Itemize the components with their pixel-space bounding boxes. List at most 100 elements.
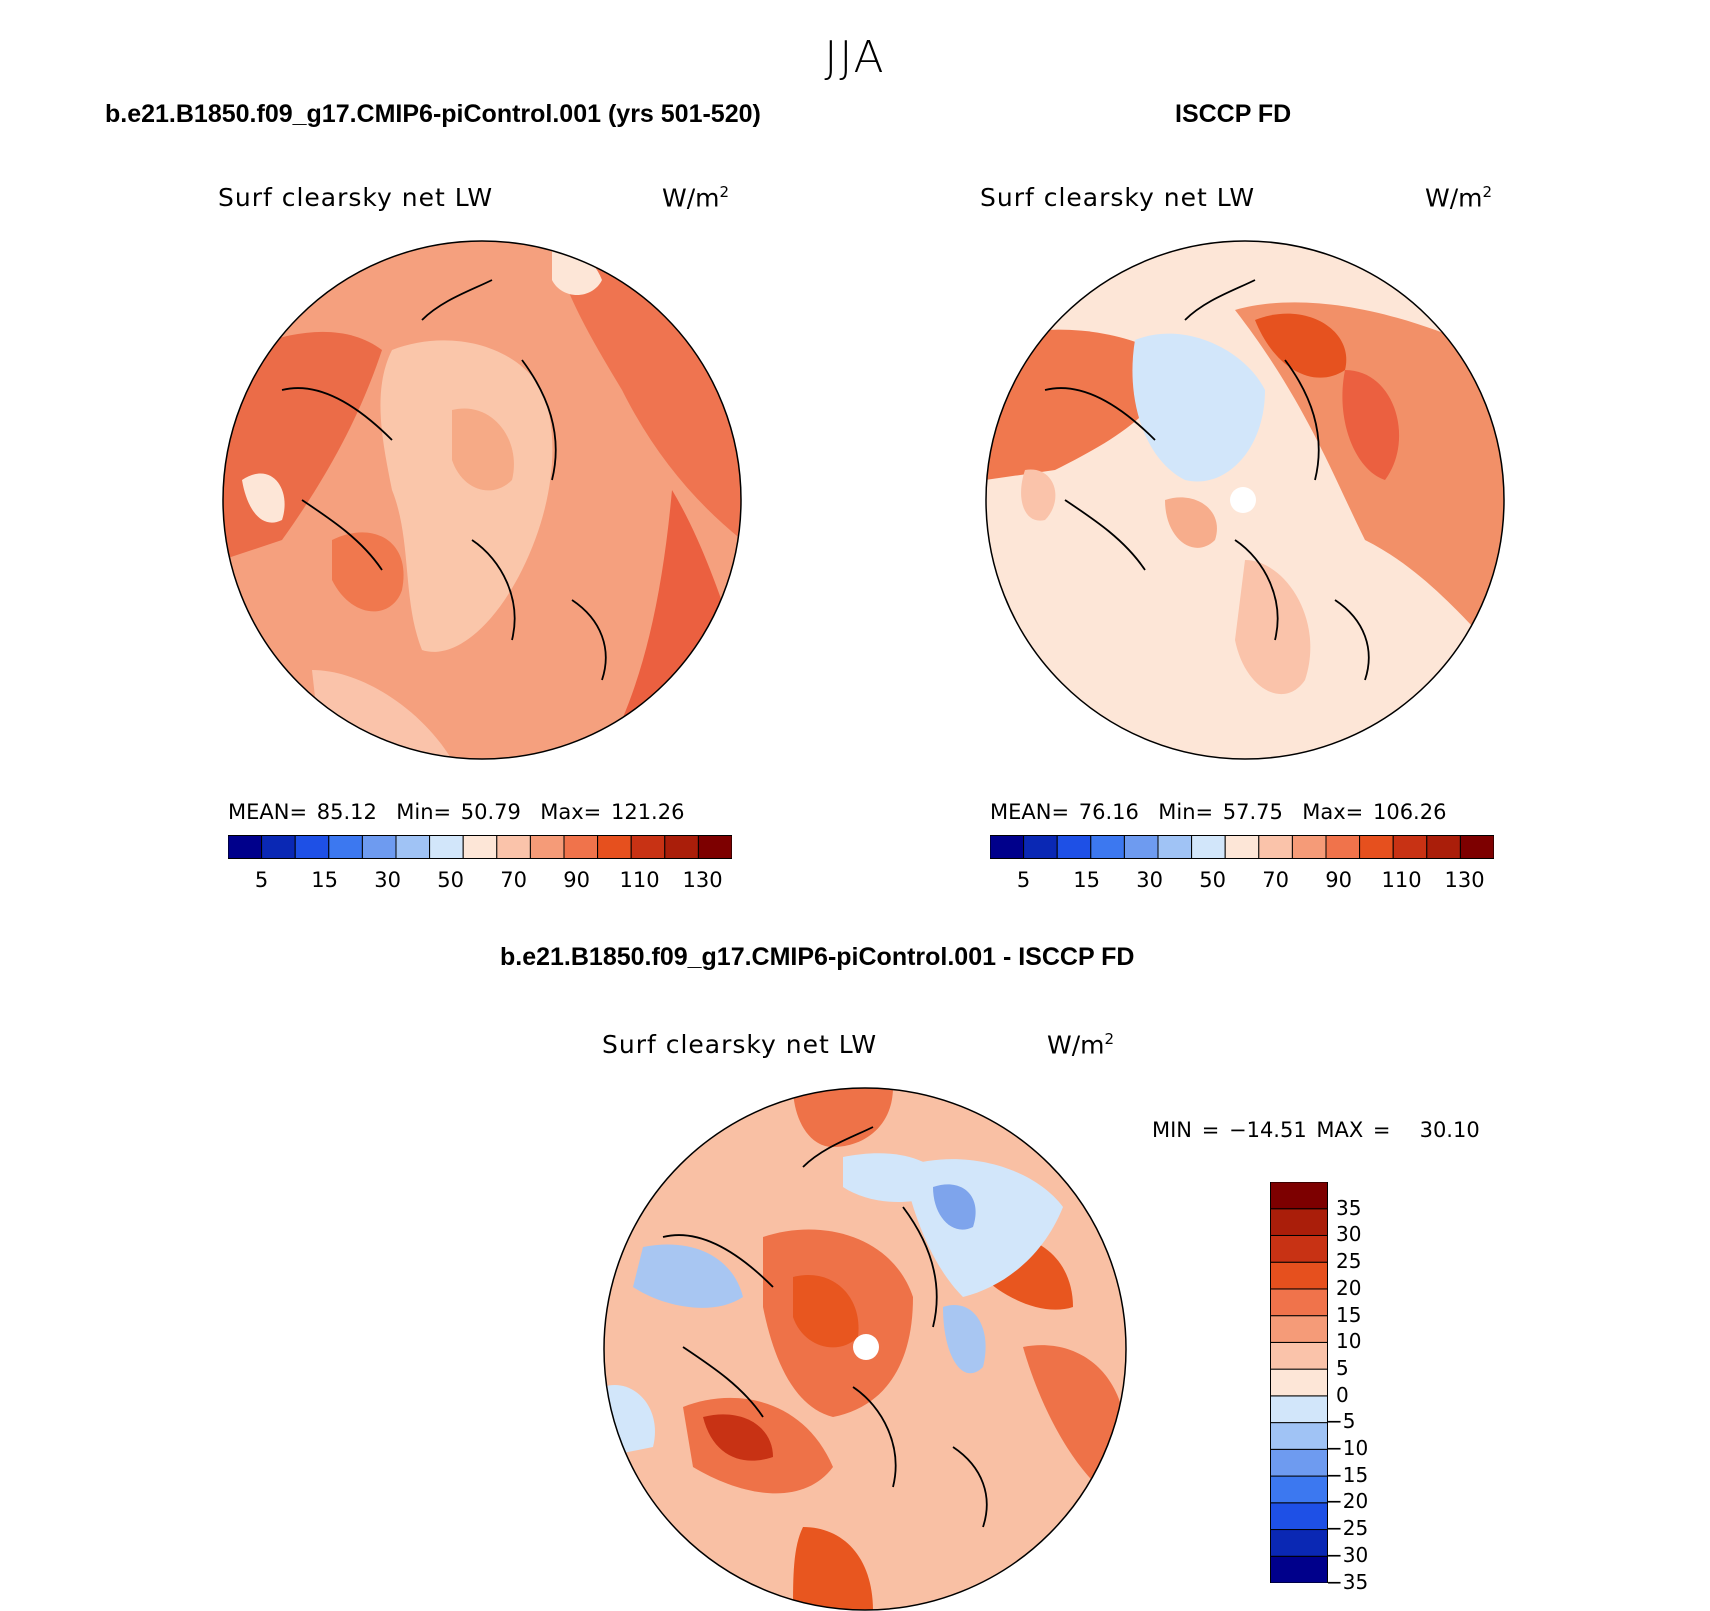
colorbar-swatch [1270,1288,1328,1317]
panel-3-title: b.e21.B1850.f09_g17.CMIP6-piControl.001 … [500,943,1135,971]
colorbar-tick-label: 30 [374,868,401,892]
colorbar-swatch [395,835,431,859]
map-2-field-region [1165,497,1217,548]
colorbar-tick-label: −5 [1326,1409,1356,1434]
map-3-pole-missing-data [853,1334,879,1360]
colorbar-swatch [1123,835,1159,859]
map-2-field-region [1342,370,1400,480]
figure-season-title: JJA [824,32,886,83]
map-2-pole-missing-data [1230,487,1256,513]
map-3-coastline [662,1126,988,1528]
colorbar-swatch [1270,1234,1328,1263]
colorbar-swatch [529,835,565,859]
colorbar-swatch [1090,835,1125,859]
colorbar-tick-label: 15 [1073,868,1100,892]
colorbar-tick-label: 0 [1336,1382,1349,1407]
colorbar-tick-label: −30 [1326,1542,1369,1567]
colorbar-tick-label: 110 [619,868,660,892]
colorbar-tick-label: 90 [1325,868,1352,892]
panel-3-units: W/m2 [1047,1030,1115,1060]
map-3-field-region [793,1088,893,1147]
colorbar-tick-label: 15 [311,868,338,892]
colorbar-tick-label: 70 [500,868,527,892]
panel-2-title: ISCCP FD [1175,100,1292,128]
colorbar-swatch [1191,835,1226,859]
panel-2-colorbar-ticks: 5 15 30 50 70 90 110 130 [990,868,1494,894]
map-2-field-region [1132,333,1265,482]
colorbar-swatch [1270,1475,1328,1504]
map-3-field-region [943,1305,986,1374]
map-2-field-region [1021,469,1056,521]
colorbar-swatch [990,835,1025,859]
map-3-field-region [933,1184,976,1230]
colorbar-swatch [1157,835,1193,859]
colorbar-tick-label: 30 [1136,868,1163,892]
colorbar-tick-label: 5 [1336,1355,1349,1380]
colorbar-swatch [563,835,599,859]
colorbar-tick-label: −25 [1326,1516,1369,1541]
panel-1-colorbar [228,835,732,859]
map-2-field-region [1235,302,1504,660]
panel-1-polar-map [222,240,742,760]
colorbar-tick-label: −10 [1326,1436,1369,1460]
colorbar-tick-label: 35 [1336,1195,1362,1220]
colorbar-swatch [1270,1261,1328,1290]
map-2-boundary [985,240,1505,760]
panel-3-colorbar-ticks: 35 30 25 20 15 10 5 0 −5 −10 −15 −20 −25… [1326,1182,1426,1594]
colorbar-swatch [294,835,330,859]
colorbar-swatch [1270,1448,1328,1477]
map-1-field-region [552,248,602,295]
map-3-field-region [793,1275,859,1348]
colorbar-swatch [1459,835,1494,859]
panel-3-colorbar [1270,1182,1328,1583]
panel-1-title: b.e21.B1850.f09_g17.CMIP6-piControl.001 … [105,100,761,128]
colorbar-tick-label: −35 [1326,1569,1369,1594]
panel-2-colorbar [990,835,1494,859]
map-1-field-region [242,473,285,523]
panel-1-colorbar-ticks: 5 15 30 50 70 90 110 130 [228,868,732,894]
colorbar-tick-label: 5 [254,868,269,892]
map-3-field-region [703,1414,773,1461]
colorbar-tick-label: 70 [1262,868,1289,892]
colorbar-tick-label: 50 [437,868,464,892]
colorbar-swatch [462,835,498,859]
map-1-field-region [380,340,553,652]
colorbar-swatch [1392,835,1428,859]
colorbar-tick-label: 5 [1016,868,1031,892]
colorbar-swatch [1270,1502,1328,1531]
colorbar-swatch [1270,1529,1328,1557]
panel-2-units: W/m2 [1425,183,1493,213]
map-3-field-region [793,1527,873,1610]
colorbar-tick-label: −15 [1326,1462,1369,1487]
colorbar-swatch [664,835,699,859]
colorbar-tick-label: 90 [563,868,590,892]
panel-1-variable-label: Surf clearsky net LW [218,183,494,212]
colorbar-tick-label: 30 [1336,1222,1362,1247]
colorbar-swatch [1270,1182,1328,1210]
colorbar-swatch [1426,835,1461,859]
panel-2-stats: MEAN= 76.16 Min= 57.75 Max= 106.26 [990,800,1447,824]
colorbar-tick-label: 130 [682,868,723,892]
colorbar-swatch [1270,1422,1328,1450]
panel-3-variable-label: Surf clearsky net LW [602,1030,878,1059]
map-1-coastline [281,279,607,681]
map-3-field-region [633,1244,743,1308]
panel-3-stats: MIN = −14.51 MAX = 30.10 [1152,1118,1480,1142]
colorbar-tick-label: 25 [1336,1249,1362,1274]
colorbar-swatch [1023,835,1058,859]
colorbar-swatch [697,835,732,859]
panel-2-variable-label: Surf clearsky net LW [980,183,1256,212]
colorbar-swatch [597,835,632,859]
map-1-field-region [452,408,514,491]
colorbar-swatch [1270,1341,1328,1370]
colorbar-swatch [1359,835,1394,859]
colorbar-swatch [1270,1368,1328,1397]
panel-1-stats: MEAN= 85.12 Min= 50.79 Max= 121.26 [228,800,685,824]
colorbar-tick-label: 15 [1336,1302,1362,1327]
colorbar-tick-label: 110 [1381,868,1422,892]
colorbar-swatch [496,835,531,859]
map-2-field-region [1235,560,1311,695]
colorbar-swatch [1325,835,1361,859]
colorbar-swatch [1270,1315,1328,1343]
map-1-boundary [222,240,742,760]
